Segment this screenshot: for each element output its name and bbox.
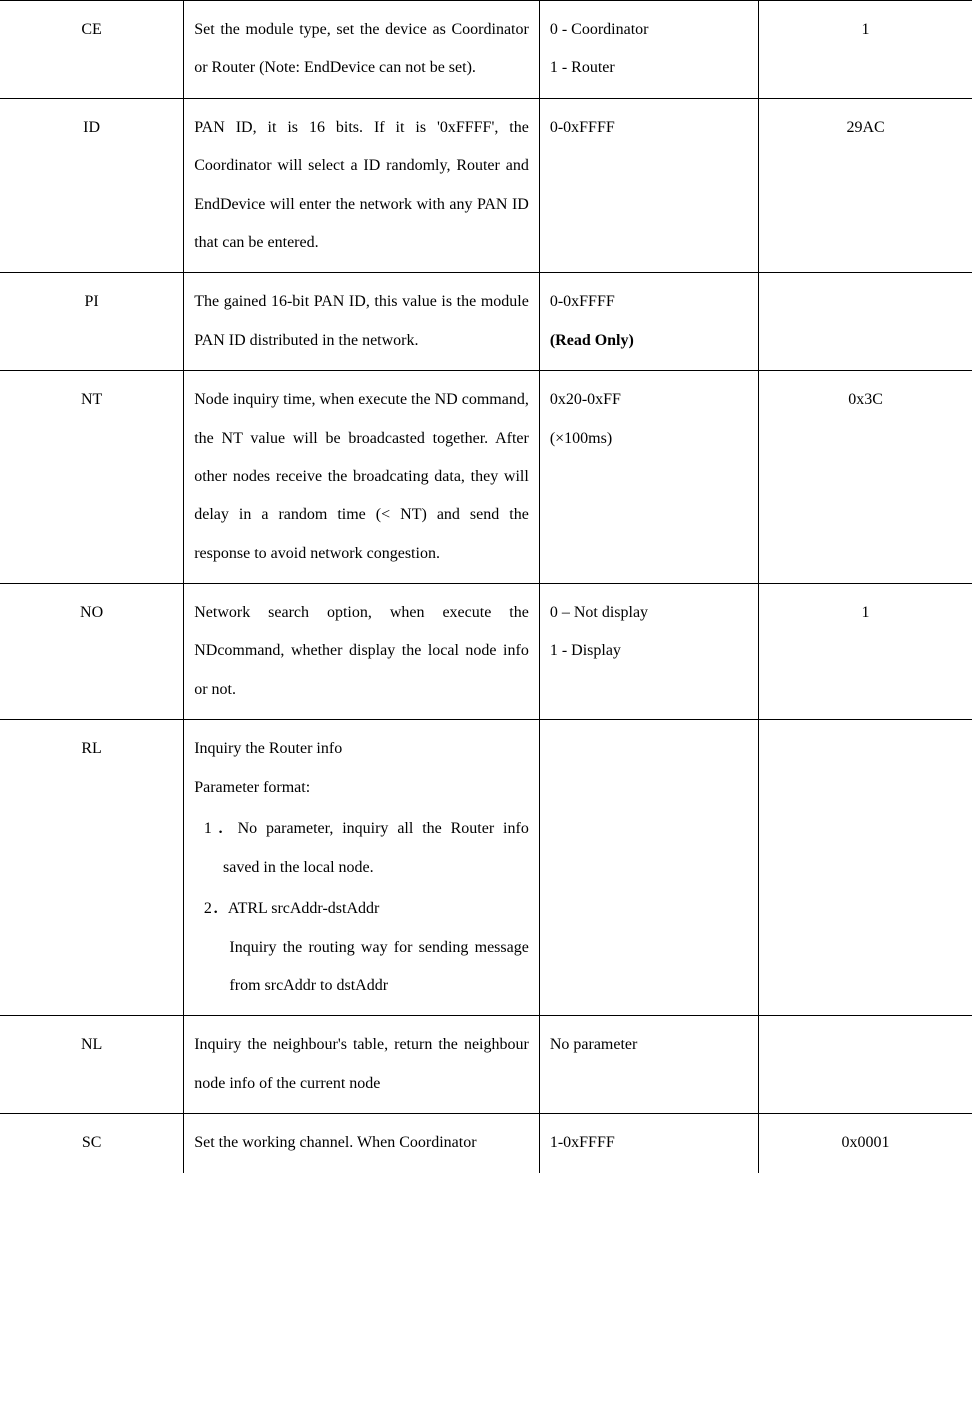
table-row: SC Set the working channel. When Coordina…: [0, 1114, 972, 1173]
range-line: 0 – Not display: [550, 594, 748, 632]
desc-text: PAN ID, it is 16 bits. If it is '0xFFFF'…: [194, 109, 529, 263]
cmd-cell: CE: [0, 1, 184, 99]
default-cell: 0x3C: [759, 371, 972, 584]
table-row: NLInquiry the neighbour's table, return …: [0, 1016, 972, 1114]
range-cell: 0 – Not display1 - Display: [539, 584, 758, 720]
desc-cell: Network search option, when execute the …: [184, 584, 540, 720]
desc-cell: The gained 16-bit PAN ID, this value is …: [184, 273, 540, 371]
range-cell: [539, 720, 758, 1016]
range-line: No parameter: [550, 1026, 748, 1064]
range-cell: 0-0xFFFF(Read Only): [539, 273, 758, 371]
desc-cell: Set the module type, set the device as C…: [184, 1, 540, 99]
default-cell: 29AC: [759, 98, 972, 273]
cmd-cell: ID: [0, 98, 184, 273]
range-line: 1 - Router: [550, 49, 748, 87]
desc-text: Inquiry the Router info: [194, 730, 529, 768]
range-cell: 0 - Coordinator1 - Router: [539, 1, 758, 99]
default-cell: [759, 1016, 972, 1114]
table-row: CESet the module type, set the device as…: [0, 1, 972, 99]
desc-cell: Inquiry the neighbour's table, return th…: [184, 1016, 540, 1114]
desc-cell: PAN ID, it is 16 bits. If it is '0xFFFF'…: [184, 98, 540, 273]
desc-list-item: 1．No parameter, inquiry all the Router i…: [204, 810, 529, 887]
cmd-cell: NL: [0, 1016, 184, 1114]
range-line: 0-0xFFFF: [550, 283, 748, 321]
desc-list-item: 2．ATRL srcAddr-dstAddr: [204, 890, 529, 928]
desc-text: Node inquiry time, when execute the ND c…: [194, 381, 529, 573]
desc-text: Network search option, when execute the …: [194, 594, 529, 709]
desc-cell: Node inquiry time, when execute the ND c…: [184, 371, 540, 584]
range-cell: 1-0xFFFF: [539, 1114, 758, 1173]
range-line: 0 - Coordinator: [550, 11, 748, 49]
cmd-cell: NO: [0, 584, 184, 720]
desc-cell: Inquiry the Router infoParameter format:…: [184, 720, 540, 1016]
default-cell: 0x0001: [759, 1114, 972, 1173]
desc-text: Parameter format:: [194, 769, 529, 807]
desc-list-subitem: Inquiry the routing way for sending mess…: [194, 929, 529, 1006]
cmd-cell: RL: [0, 720, 184, 1016]
table-row: IDPAN ID, it is 16 bits. If it is '0xFFF…: [0, 98, 972, 273]
cmd-cell: NT: [0, 371, 184, 584]
desc-text: Inquiry the neighbour's table, return th…: [194, 1026, 529, 1103]
range-line: 1 - Display: [550, 632, 748, 670]
table-row: PIThe gained 16-bit PAN ID, this value i…: [0, 273, 972, 371]
default-cell: 1: [759, 584, 972, 720]
range-line: (×100ms): [550, 420, 748, 458]
desc-text: The gained 16-bit PAN ID, this value is …: [194, 283, 529, 360]
command-table: CESet the module type, set the device as…: [0, 0, 972, 1173]
range-line: 1-0xFFFF: [550, 1124, 748, 1162]
table-row: RLInquiry the Router infoParameter forma…: [0, 720, 972, 1016]
desc-text: Set the working channel. When Coordinato…: [194, 1124, 529, 1162]
range-cell: 0x20-0xFF(×100ms): [539, 371, 758, 584]
cmd-cell: PI: [0, 273, 184, 371]
range-line: (Read Only): [550, 322, 748, 360]
range-cell: 0-0xFFFF: [539, 98, 758, 273]
default-cell: 1: [759, 1, 972, 99]
cmd-cell: SC: [0, 1114, 184, 1173]
range-line: 0x20-0xFF: [550, 381, 748, 419]
desc-cell: Set the working channel. When Coordinato…: [184, 1114, 540, 1173]
default-cell: [759, 720, 972, 1016]
range-line: 0-0xFFFF: [550, 109, 748, 147]
desc-text: Set the module type, set the device as C…: [194, 11, 529, 88]
table-row: NTNode inquiry time, when execute the ND…: [0, 371, 972, 584]
table-row: NONetwork search option, when execute th…: [0, 584, 972, 720]
default-cell: [759, 273, 972, 371]
range-cell: No parameter: [539, 1016, 758, 1114]
